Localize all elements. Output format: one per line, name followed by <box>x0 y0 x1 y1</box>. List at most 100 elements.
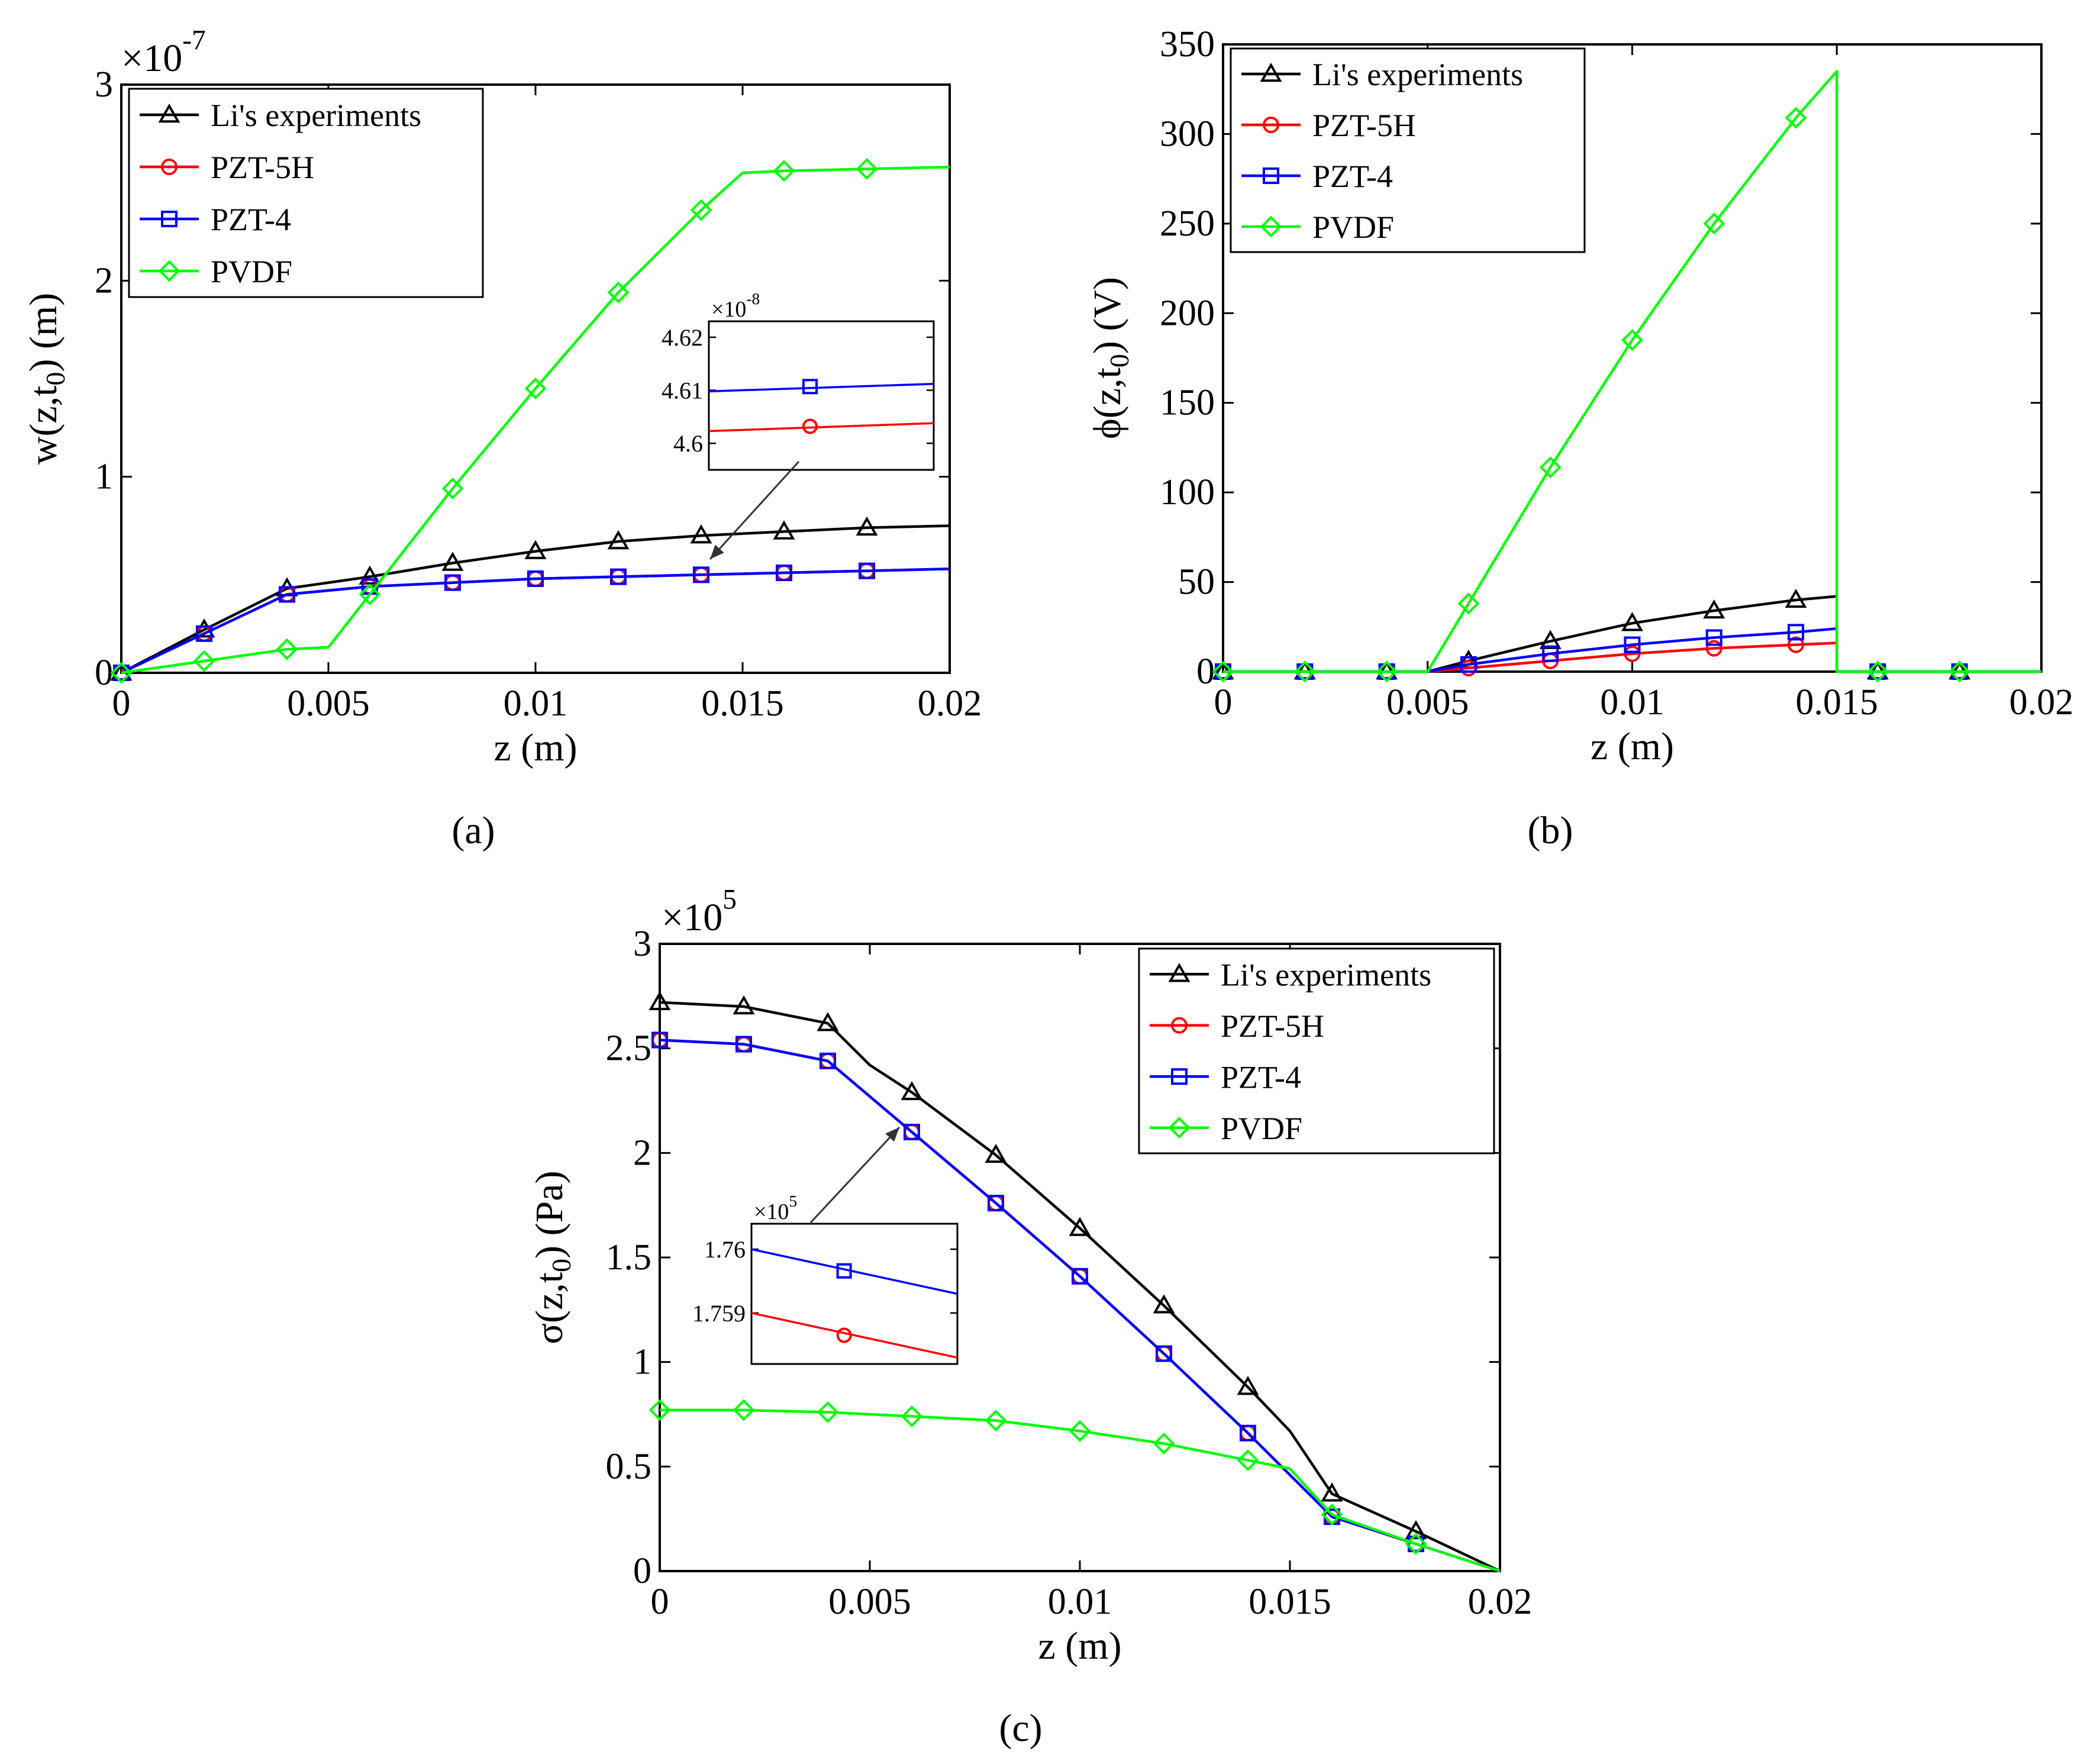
inset: 1.759 1.76 ×105 <box>692 1192 959 1365</box>
legend-label: PVDF <box>1312 209 1394 245</box>
data-point-tri <box>441 552 464 571</box>
data-point-sq <box>527 570 544 587</box>
inset-series-line <box>751 1312 958 1359</box>
data-point-dia <box>193 650 215 672</box>
data-point-sq <box>776 565 792 582</box>
legend-label: Li's experiments <box>211 98 421 133</box>
inset-series-line <box>751 1248 958 1295</box>
series-line-sq <box>121 567 950 675</box>
data-point-dia <box>1866 660 1889 683</box>
inset-marker-sq <box>836 1263 852 1279</box>
data-point-dia <box>1948 660 1971 683</box>
x-tick-label: 0.01 <box>1600 682 1664 723</box>
legend-marker-tri <box>158 103 180 123</box>
x-tick-label: 0.005 <box>1386 682 1469 723</box>
y-axis-label: σ(z,t0) (Pa) <box>528 1170 576 1344</box>
data-point-tri <box>1405 1520 1427 1540</box>
y-tick-label: 150 <box>1160 383 1215 423</box>
legend-marker-dia <box>1260 215 1282 238</box>
x-tick-label: 0.01 <box>1048 1582 1112 1622</box>
data-point-tri <box>1153 1294 1175 1314</box>
data-point-tri <box>1321 1482 1343 1502</box>
y-tick-label: 2 <box>95 260 113 301</box>
data-point-tri <box>1785 588 1807 608</box>
y-tick-label: 50 <box>1178 562 1215 602</box>
x-axis-label: z (m) <box>1038 1624 1121 1668</box>
y-tick-label: 1 <box>633 1342 651 1382</box>
legend-marker-sq <box>1263 167 1279 184</box>
inset-marker-circ <box>836 1327 852 1343</box>
data-point-tri <box>649 991 671 1011</box>
data-point-dia <box>607 281 630 304</box>
panel-label: (b) <box>1528 809 1573 852</box>
data-point-sq <box>1072 1268 1088 1285</box>
legend-marker-circ <box>1171 1017 1188 1034</box>
legend-label: PZT-5H <box>1312 108 1416 143</box>
x-tick-label: 0.005 <box>828 1582 911 1622</box>
legend-marker-tri <box>1260 62 1282 82</box>
data-point-dia <box>1212 660 1234 683</box>
data-point-tri <box>1703 599 1725 619</box>
data-point-dia <box>110 662 133 684</box>
data-point-dia <box>1153 1433 1175 1455</box>
legend-label: PZT-4 <box>1221 1059 1301 1095</box>
x-tick-label: 0.005 <box>287 683 370 724</box>
data-point-sq <box>1460 656 1477 673</box>
data-point-tri <box>773 520 795 540</box>
legend-box <box>1138 947 1495 1154</box>
y-tick-label: 3 <box>633 924 651 964</box>
data-point-dia <box>817 1401 839 1423</box>
data-point-dia <box>1293 660 1316 683</box>
data-point-tri <box>1621 612 1643 631</box>
data-point-dia <box>856 158 878 180</box>
inset-exponent-label: ×105 <box>754 1192 797 1224</box>
data-point-tri <box>607 530 630 550</box>
data-point-dia <box>649 1399 671 1421</box>
y-axis-label: w(z,t0) (m) <box>22 293 70 465</box>
y-tick-label: 0 <box>95 653 113 693</box>
panel-label: (c) <box>999 1707 1042 1750</box>
data-point-sq <box>1705 629 1722 646</box>
chart-panel-c: 0 0.005 0.01 0.015 0.02 0 0.5 1 1.5 2 2.5 3 ×105 z (m… <box>528 885 1532 1750</box>
data-point-sq <box>693 566 709 583</box>
x-tick-label: 0.01 <box>504 683 568 724</box>
y-tick-label: 1 <box>95 457 113 497</box>
data-point-dia <box>276 638 298 660</box>
exponent-label: ×105 <box>662 885 737 939</box>
data-point-sq <box>904 1124 920 1140</box>
zoom-arrow <box>709 460 800 560</box>
inset-marker-circ <box>802 418 818 434</box>
inset-tick-label: 4.61 <box>662 378 703 404</box>
y-axis-label: ϕ(z,t0) (V) <box>1086 277 1134 439</box>
data-point-tri <box>1069 1217 1091 1236</box>
data-point-tri <box>690 524 712 544</box>
y-tick-label: 0 <box>633 1551 651 1591</box>
legend-marker-dia <box>1168 1117 1191 1139</box>
data-point-circ <box>1705 640 1722 657</box>
legend-label: PZT-4 <box>211 202 291 237</box>
legend-marker-circ <box>1263 117 1279 133</box>
data-point-sq <box>610 568 627 585</box>
x-tick-label: 0.015 <box>1248 1582 1331 1622</box>
panel-label: (a) <box>451 809 495 852</box>
y-tick-label: 200 <box>1160 293 1215 333</box>
data-point-sq <box>859 562 875 579</box>
exponent-label: ×10-7 <box>121 25 206 80</box>
legend-label: PZT-4 <box>1312 159 1393 194</box>
legend-box <box>1230 47 1586 253</box>
data-point-sq <box>444 574 461 591</box>
data-point-tri <box>524 540 547 559</box>
legend-marker-tri <box>1168 963 1191 982</box>
inset-box <box>708 320 935 471</box>
data-point-dia <box>359 583 381 605</box>
data-point-sq <box>1788 624 1805 641</box>
data-point-dia <box>1457 592 1480 615</box>
inset-tick-label: 1.759 <box>692 1300 746 1327</box>
inset-tick-label: 1.76 <box>704 1236 746 1263</box>
data-point-dia <box>901 1405 923 1427</box>
inset-tick-label: 4.62 <box>662 324 703 351</box>
legend: Li's experiments PZT-5H PZT-4 PVDF <box>1230 47 1586 253</box>
data-point-sq <box>735 1036 752 1053</box>
series-line-dia <box>1223 70 2041 673</box>
y-tick-label: 2.5 <box>606 1028 652 1069</box>
